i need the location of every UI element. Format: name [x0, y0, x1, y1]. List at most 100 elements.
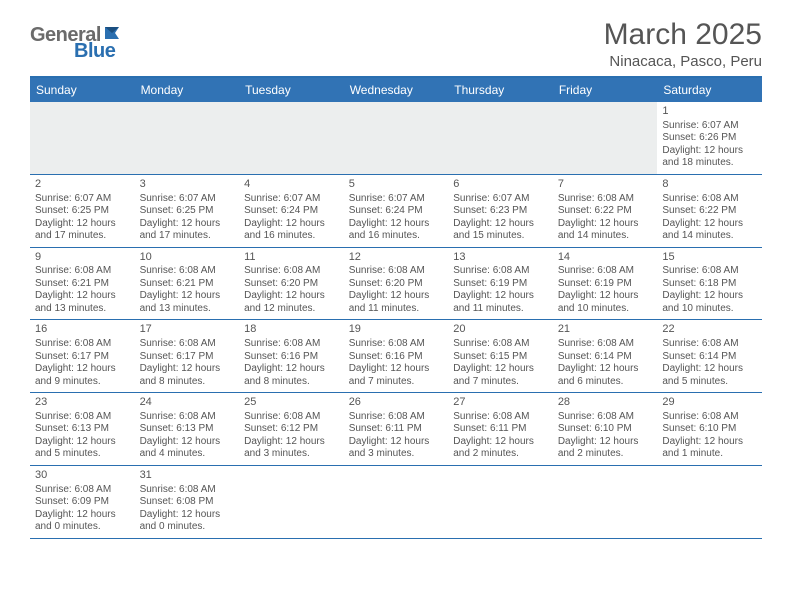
sunset-text: Sunset: 6:19 PM: [453, 278, 548, 291]
sunrise-text: Sunrise: 6:08 AM: [453, 411, 548, 424]
calendar-row: 2Sunrise: 6:07 AMSunset: 6:25 PMDaylight…: [30, 174, 762, 247]
calendar-cell: [448, 465, 553, 538]
day-number: 5: [349, 178, 444, 192]
day-number: 24: [140, 396, 235, 410]
sunset-text: Sunset: 6:18 PM: [662, 278, 757, 291]
calendar-row: 16 Sunrise: 6:08 AM Sunset: 6:17 PM Dayligh…: [30, 320, 762, 393]
day-number: 13: [453, 251, 548, 265]
sunrise-text: Sunrise: 6:08 AM: [558, 193, 653, 206]
sunset-text: Sunset: 6:09 PM: [35, 496, 130, 509]
calendar-cell: 4Sunrise: 6:07 AMSunset: 6:24 PMDaylight…: [239, 174, 344, 247]
daylight-text: Daylight: 12 hours and 13 minutes.: [35, 290, 130, 315]
location: Ninacaca, Pasco, Peru: [604, 53, 762, 70]
sunrise-text: Sunrise: 6:07 AM: [662, 120, 757, 133]
calendar-cell: [239, 465, 344, 538]
day-number: 14: [558, 251, 653, 265]
day-number: 22: [662, 323, 757, 337]
daylight-text: Daylight: 12 hours and 11 minutes.: [453, 290, 548, 315]
sunset-text: Sunset: 6:17 PM: [140, 351, 235, 364]
sunset-text: Sunset: 6:25 PM: [140, 205, 235, 218]
sunrise-text: Sunrise: 6:08 AM: [558, 338, 653, 351]
sunset-text: Sunset: 6:08 PM: [140, 496, 235, 509]
weekday-header: Monday: [135, 78, 240, 102]
weekday-header: Saturday: [657, 78, 762, 102]
day-number: 21: [558, 323, 653, 337]
calendar-cell: 6Sunrise: 6:07 AMSunset: 6:23 PMDaylight…: [448, 174, 553, 247]
daylight-text: Daylight: 12 hours and 0 minutes.: [140, 509, 235, 534]
sunset-text: Sunset: 6:10 PM: [558, 423, 653, 436]
sunrise-text: Sunrise: 6:08 AM: [453, 338, 548, 351]
daylight-text: Daylight: 12 hours and 13 minutes.: [140, 290, 235, 315]
daylight-text: Daylight: 12 hours and 2 minutes.: [453, 436, 548, 461]
sunrise-text: Sunrise: 6:08 AM: [35, 411, 130, 424]
daylight-text: Daylight: 12 hours and 11 minutes.: [349, 290, 444, 315]
daylight-text: Daylight: 12 hours and 5 minutes.: [35, 436, 130, 461]
calendar-cell: 17Sunrise: 6:08 AMSunset: 6:17 PMDayligh…: [135, 320, 240, 393]
calendar-cell: 9Sunrise: 6:08 AMSunset: 6:21 PMDaylight…: [30, 247, 135, 320]
day-number: 4: [244, 178, 339, 192]
calendar-cell: 30Sunrise: 6:08 AMSunset: 6:09 PMDayligh…: [30, 465, 135, 538]
sunset-text: Sunset: 6:25 PM: [35, 205, 130, 218]
sunset-text: Sunset: 6:22 PM: [558, 205, 653, 218]
month-title: March 2025: [604, 18, 762, 52]
calendar-cell: 10Sunrise: 6:08 AMSunset: 6:21 PMDayligh…: [135, 247, 240, 320]
sunrise-text: Sunrise: 6:08 AM: [35, 265, 130, 278]
calendar-cell: 25Sunrise: 6:08 AMSunset: 6:12 PMDayligh…: [239, 393, 344, 466]
sunrise-text: Sunrise: 6:07 AM: [140, 193, 235, 206]
sunset-text: Sunset: 6:13 PM: [35, 423, 130, 436]
sunrise-text: Sunrise: 6:08 AM: [453, 265, 548, 278]
weekday-header: Wednesday: [344, 78, 449, 102]
calendar-cell: 20Sunrise: 6:08 AMSunset: 6:15 PMDayligh…: [448, 320, 553, 393]
daylight-text: Daylight: 12 hours and 7 minutes.: [453, 363, 548, 388]
weekday-header: Friday: [553, 78, 658, 102]
header: General March 2025 Ninacaca, Pasco, Peru: [30, 18, 762, 70]
calendar-cell: [344, 465, 449, 538]
sunrise-text: Sunrise: 6:08 AM: [140, 265, 235, 278]
day-number: 10: [140, 251, 235, 265]
sunset-text: Sunset: 6:11 PM: [349, 423, 444, 436]
sunset-text: Sunset: 6:21 PM: [35, 278, 130, 291]
day-number: 26: [349, 396, 444, 410]
sunset-text: Sunset: 6:14 PM: [558, 351, 653, 364]
sunrise-text: Sunrise: 6:07 AM: [349, 193, 444, 206]
sunset-text: Sunset: 6:20 PM: [244, 278, 339, 291]
day-number: 6: [453, 178, 548, 192]
calendar-cell: [135, 102, 240, 174]
calendar-cell: [553, 102, 658, 174]
calendar-cell: 11Sunrise: 6:08 AMSunset: 6:20 PMDayligh…: [239, 247, 344, 320]
day-number: 11: [244, 251, 339, 265]
sunrise-text: Sunrise: 6:08 AM: [140, 484, 235, 497]
calendar-body: 1Sunrise: 6:07 AMSunset: 6:26 PMDaylight…: [30, 102, 762, 538]
sunset-text: Sunset: 6:24 PM: [349, 205, 444, 218]
day-number: 15: [662, 251, 757, 265]
daylight-text: Daylight: 12 hours and 2 minutes.: [558, 436, 653, 461]
day-number: 7: [558, 178, 653, 192]
day-number: 16: [35, 323, 130, 337]
sunset-text: Sunset: 6:14 PM: [662, 351, 757, 364]
day-number: 2: [35, 178, 130, 192]
calendar-cell: 3Sunrise: 6:07 AMSunset: 6:25 PMDaylight…: [135, 174, 240, 247]
calendar-cell: 8Sunrise: 6:08 AMSunset: 6:22 PMDaylight…: [657, 174, 762, 247]
daylight-text: Daylight: 12 hours and 5 minutes.: [662, 363, 757, 388]
day-number: 27: [453, 396, 548, 410]
sunrise-text: Sunrise: 6:08 AM: [349, 265, 444, 278]
sunrise-text: Sunrise: 6:08 AM: [140, 411, 235, 424]
sunrise-text: Sunrise: 6:08 AM: [244, 265, 339, 278]
sunrise-text: Sunrise: 6:08 AM: [244, 338, 339, 351]
calendar-row: 23Sunrise: 6:08 AMSunset: 6:13 PMDayligh…: [30, 393, 762, 466]
title-block: March 2025 Ninacaca, Pasco, Peru: [604, 18, 762, 70]
weekday-header: Tuesday: [239, 78, 344, 102]
day-number: 20: [453, 323, 548, 337]
weekday-header: Thursday: [448, 78, 553, 102]
sunset-text: Sunset: 6:21 PM: [140, 278, 235, 291]
sunrise-text: Sunrise: 6:08 AM: [558, 411, 653, 424]
sunset-text: Sunset: 6:22 PM: [662, 205, 757, 218]
daylight-text: Daylight: 12 hours and 17 minutes.: [140, 218, 235, 243]
daylight-text: Daylight: 12 hours and 3 minutes.: [244, 436, 339, 461]
day-number: 19: [349, 323, 444, 337]
sunset-text: Sunset: 6:19 PM: [558, 278, 653, 291]
daylight-text: Daylight: 12 hours and 3 minutes.: [349, 436, 444, 461]
calendar-cell: [657, 465, 762, 538]
sunset-text: Sunset: 6:15 PM: [453, 351, 548, 364]
calendar-cell: 15Sunrise: 6:08 AMSunset: 6:18 PMDayligh…: [657, 247, 762, 320]
